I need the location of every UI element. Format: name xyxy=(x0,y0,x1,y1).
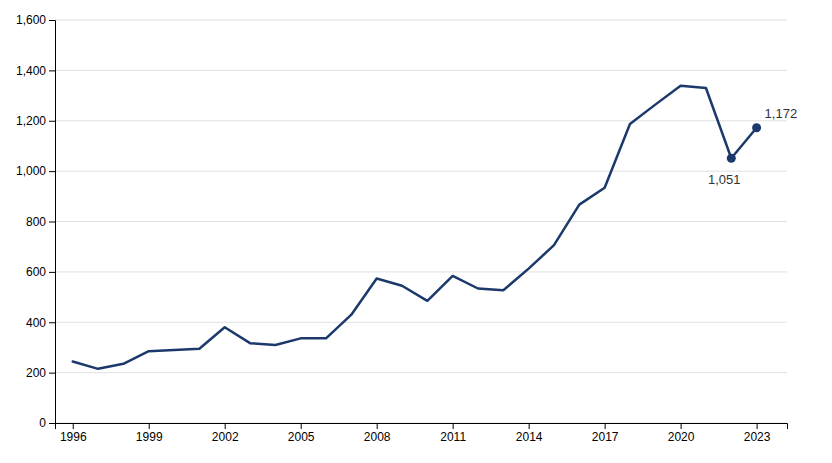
plot-area: 02004006008001,0001,2001,4001,6001996199… xyxy=(16,13,797,443)
x-tick-mark xyxy=(225,423,226,429)
grid-line xyxy=(55,120,787,121)
y-tick-label: 800 xyxy=(26,215,46,229)
y-axis-line xyxy=(49,21,56,424)
y-tick-mark xyxy=(49,272,55,273)
x-tick-label: 2020 xyxy=(668,430,695,444)
y-tick-label: 1,200 xyxy=(16,114,46,128)
grid xyxy=(55,20,787,423)
y-tick-mark xyxy=(49,373,55,374)
x-tick: 2005 xyxy=(288,423,315,444)
chart-container: 02004006008001,0001,2001,4001,6001996199… xyxy=(0,0,832,463)
y-tick: 400 xyxy=(26,316,55,330)
y-tick: 1,600 xyxy=(16,13,55,27)
y-tick-label: 200 xyxy=(26,366,46,380)
x-tick-mark xyxy=(301,423,302,429)
grid-line xyxy=(55,271,787,272)
annotation-dot xyxy=(752,123,761,132)
x-tick-label: 2011 xyxy=(440,430,466,444)
x-axis-line xyxy=(56,424,788,430)
x-tick: 2011 xyxy=(440,423,466,444)
x-tick-mark xyxy=(605,423,606,429)
grid-line xyxy=(55,372,787,373)
grid-line xyxy=(55,20,787,21)
x-tick-label: 2008 xyxy=(364,430,391,444)
x-tick: 2002 xyxy=(212,423,239,444)
grid-line xyxy=(55,221,787,222)
x-tick-mark xyxy=(149,423,150,429)
y-tick-label: 1,600 xyxy=(16,13,46,27)
chart-svg: 02004006008001,0001,2001,4001,6001996199… xyxy=(0,0,832,463)
x-tick-label: 2005 xyxy=(288,430,315,444)
y-tick-label: 0 xyxy=(39,416,46,430)
x-tick-mark xyxy=(453,423,454,429)
y-tick-label: 1,400 xyxy=(16,64,46,78)
y-tick-label: 400 xyxy=(26,316,46,330)
y-tick-mark xyxy=(49,423,55,424)
y-tick-mark xyxy=(49,322,55,323)
x-tick-mark xyxy=(757,423,758,429)
y-tick: 200 xyxy=(26,366,55,380)
grid-line xyxy=(55,171,787,172)
x-tick-mark xyxy=(529,423,530,429)
grid-line xyxy=(55,322,787,323)
y-tick-mark xyxy=(49,121,55,122)
y-tick-mark xyxy=(49,171,55,172)
y-tick-label: 600 xyxy=(26,265,46,279)
x-tick-mark xyxy=(681,423,682,429)
y-axis: 0 200 400 600 800 1,000 1,200 1,400 1,600 xyxy=(16,13,56,430)
x-tick-label: 2017 xyxy=(592,430,619,444)
x-tick-mark xyxy=(73,423,74,429)
y-tick: 0 xyxy=(39,416,55,430)
x-tick-mark xyxy=(377,423,378,429)
x-tick-label: 1999 xyxy=(136,430,163,444)
x-tick-label: 2023 xyxy=(744,430,771,444)
y-tick-mark xyxy=(49,20,55,21)
y-tick: 1,000 xyxy=(16,164,55,178)
annotation-dot xyxy=(727,154,736,163)
x-tick-label: 2014 xyxy=(516,430,543,444)
x-tick-label: 1996 xyxy=(60,430,87,444)
annotation-label: 1,172 xyxy=(765,106,798,121)
annotation-label: 1,051 xyxy=(708,172,741,187)
marks xyxy=(73,86,761,369)
x-tick: 2020 xyxy=(668,423,695,444)
y-tick: 1,400 xyxy=(16,64,55,78)
grid-line xyxy=(55,70,787,71)
line xyxy=(73,86,757,369)
y-tick: 1,200 xyxy=(16,114,55,128)
x-tick: 2017 xyxy=(592,423,619,444)
annotations: 1,051 1,172 xyxy=(708,106,797,187)
y-tick: 600 xyxy=(26,265,55,279)
x-tick: 2023 xyxy=(744,423,771,444)
x-tick: 2014 xyxy=(516,423,543,444)
y-tick: 800 xyxy=(26,215,55,229)
x-tick: 1996 xyxy=(60,423,87,444)
x-tick-label: 2002 xyxy=(212,430,239,444)
y-tick-mark xyxy=(49,70,55,71)
y-tick-mark xyxy=(49,222,55,223)
x-tick: 1999 xyxy=(136,423,163,444)
x-axis: 1996 1999 2002 2005 2008 2011 2014 2017 2020 2023 xyxy=(56,423,788,444)
y-tick-label: 1,000 xyxy=(16,164,46,178)
x-tick: 2008 xyxy=(364,423,391,444)
